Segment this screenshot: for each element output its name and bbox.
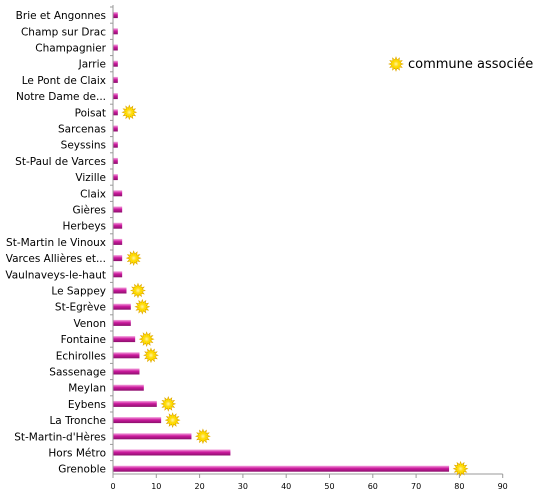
commune-markers (121, 104, 469, 477)
x-tick-label: 10 (151, 482, 161, 491)
category-label: Varces Allières et... (6, 253, 106, 265)
x-tick-label: 60 (368, 482, 378, 491)
category-labels: Grenoble Hors Métro St-Martin-d'Hères La Tr… (5, 10, 106, 476)
x-tick-label: 50 (324, 482, 334, 491)
category-label: Champagnier (35, 43, 106, 55)
bar (113, 60, 118, 67)
x-tick-label: 70 (411, 482, 421, 491)
category-label: Le Pont de Claix (22, 75, 106, 87)
bar (113, 44, 118, 51)
bar (113, 271, 123, 278)
category-label: St-Martin le Vinoux (6, 237, 106, 249)
bar (113, 400, 157, 407)
category-label: Seyssins (61, 140, 106, 152)
category-label: Vizille (75, 172, 106, 184)
legend-sun-shape (388, 56, 404, 72)
commune-associee-sun-icon (130, 282, 146, 299)
category-label: Sarcenas (58, 124, 106, 136)
category-label: Eybens (68, 399, 106, 411)
bar (113, 76, 118, 83)
category-label: Hors Métro (48, 448, 106, 460)
bar (113, 157, 118, 164)
bar (113, 433, 192, 440)
category-label: Venon (73, 318, 106, 330)
category-label: Notre Dame de... (16, 91, 106, 103)
commune-associee-sun-icon (195, 428, 211, 445)
bar (113, 384, 144, 391)
x-tick-label: 20 (195, 482, 205, 491)
legend-label: commune associée (408, 57, 533, 72)
bar (113, 255, 123, 262)
legend: commune associée (388, 56, 533, 72)
x-tick-label: 0 (110, 482, 115, 491)
commune-associee-sun-icon (452, 460, 469, 477)
bars-layer (113, 12, 450, 472)
x-tick-label: 80 (454, 482, 464, 491)
category-label: Claix (80, 188, 106, 200)
bar (113, 287, 127, 294)
bar (113, 336, 136, 343)
commune-associee-sun-icon (138, 331, 155, 347)
category-label: Le Sappey (51, 286, 106, 298)
legend-sun-icon (388, 56, 404, 72)
bar (113, 125, 118, 132)
category-label: Echirolles (56, 350, 106, 362)
category-label: Brie et Angonnes (16, 10, 106, 22)
commune-associee-sun-icon (164, 412, 181, 428)
category-label: Champ sur Drac (21, 26, 106, 38)
bar (113, 190, 123, 197)
bar (113, 206, 123, 213)
commune-associee-sun-icon (125, 250, 142, 266)
bar (113, 238, 123, 245)
commune-associee-sun-icon (121, 104, 138, 121)
category-label: Gières (72, 205, 106, 217)
bar (113, 12, 118, 19)
category-label: Vaulnaveys-le-haut (5, 269, 106, 281)
bar (113, 303, 131, 310)
category-label: Fontaine (61, 334, 106, 346)
category-label: Herbeys (63, 221, 106, 233)
bar (113, 449, 231, 456)
bar (113, 109, 118, 116)
commune-associee-sun-icon (160, 396, 177, 412)
bar (113, 28, 118, 35)
category-label: St-Martin-d'Hères (14, 431, 106, 443)
bar (113, 141, 118, 148)
x-tick-label: 90 (498, 482, 508, 491)
category-label: Meylan (68, 383, 106, 395)
axis-layer (110, 5, 504, 478)
x-tick-label: 40 (281, 482, 291, 491)
bar (113, 368, 140, 375)
bar (113, 417, 162, 424)
bar (113, 352, 140, 359)
category-label: Sassenage (49, 367, 106, 379)
bar (113, 465, 450, 472)
commune-associee-sun-icon (143, 347, 159, 364)
category-label: St-Egrève (55, 302, 106, 314)
category-label: St-Paul de Varces (15, 156, 106, 168)
category-label: Poisat (75, 107, 106, 119)
bar (113, 319, 131, 326)
x-tick-labels: 0 10 20 30 40 50 60 70 80 90 (110, 482, 507, 491)
bar (113, 93, 118, 100)
commune-associee-sun-icon (134, 298, 151, 315)
category-label: Jarrie (78, 59, 106, 71)
bar (113, 174, 118, 181)
bar (113, 222, 123, 229)
category-label: Grenoble (58, 464, 106, 476)
x-tick-label: 30 (238, 482, 248, 491)
category-label: La Tronche (49, 415, 106, 427)
